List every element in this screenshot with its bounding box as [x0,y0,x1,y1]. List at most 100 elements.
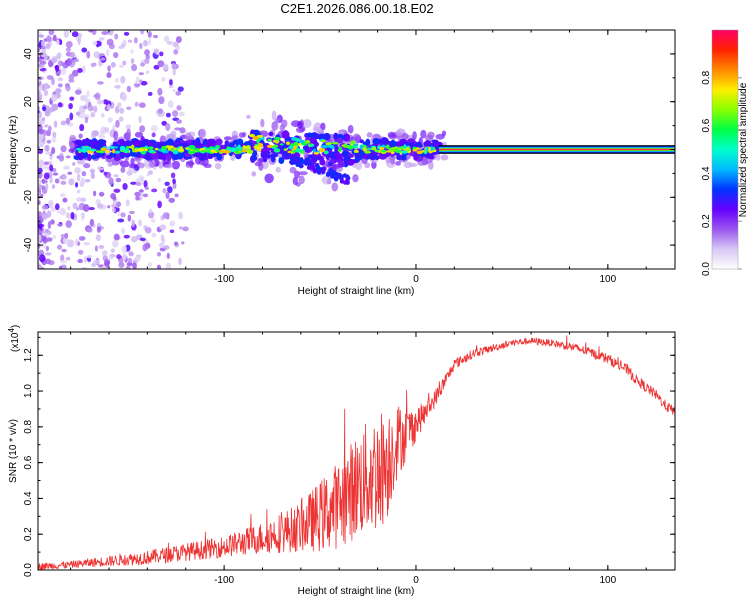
spectrogram-noise-cell [147,211,155,219]
spectrogram-core-cell [148,146,154,150]
spectrogram-noise-cell [140,62,146,67]
spectrogram-trace-cell [362,141,370,146]
spectrogram-noise-cell [41,117,46,121]
spectrogram-noise-cell [93,51,101,59]
spectrogram-core-cell [177,148,184,151]
spectrogram-branch-cell [332,171,338,176]
spectrogram-noise-cell [38,254,46,263]
spectrogram-core-cell [188,149,196,155]
spectrogram-halo-cell [403,161,413,169]
spectrogram-trace-cell [278,157,285,165]
spectrogram-noise-cell [169,229,175,234]
spectrogram-noise-cell [110,248,115,253]
spectrogram-core-cell [274,136,281,141]
spectrogram-core-cell [321,139,327,143]
spectrogram-noise-cell [98,134,106,139]
spectrogram-noise-cell [150,124,158,132]
spectrogram-halo-cell [298,171,308,176]
spectrogram-noise-cell [181,241,185,245]
spectrogram-noise-cell [74,89,82,95]
spectrogram-noise-cell [48,61,53,68]
spectrogram-noise-cell [120,75,126,84]
spectrogram-noise-cell [173,49,179,55]
spectrogram-noise-cell [139,237,146,242]
spectrogram-noise-cell [68,73,75,82]
spectrogram-noise-cell [169,220,176,227]
spectrogram-noise-cell [108,177,114,186]
spectrogram-core-cell [313,151,320,155]
spectrogram-core-cell [237,144,241,150]
spectrogram-halo-cell [440,154,449,161]
spectrogram-noise-cell [167,100,174,109]
spectrogram-ytick-label: 40 [23,48,34,60]
spectrogram-core-cell [257,146,262,152]
spectrogram-noise-cell [166,40,173,45]
spectrogram-noise-cell [48,199,54,208]
spectrogram-trace-cell [237,138,243,145]
spectrogram-noise-cell [77,115,85,119]
spectrogram-noise-cell [94,245,98,252]
spectrogram-noise-cell [113,188,121,193]
spectrogram-halo-cell [312,126,322,132]
spectrogram-noise-cell [80,197,87,202]
spectrogram-core-cell [266,144,274,149]
spectrogram-noise-cell [45,183,49,191]
spectrogram-noise-cell [38,234,42,242]
snr-ytick-label: 0.2 [23,527,34,541]
spectrogram-noise-cell [55,203,60,211]
spectrogram-noise-cell [67,205,71,211]
spectrogram-branch-cell [289,159,294,165]
spectrogram-noise-cell [170,172,176,179]
spectrogram-core-cell [353,143,359,147]
spectrogram-ytick-label: 0 [23,146,34,152]
spectrogram-noise-cell [62,174,67,180]
spectrogram-noise-cell [59,192,66,198]
spectrogram-noise-cell [171,62,176,70]
spectrogram-noise-cell [173,241,179,246]
spectrogram-noise-cell [92,190,97,197]
spectrogram-noise-cell [45,144,50,152]
spectrogram-halo-cell [409,162,418,167]
spectrogram-branch-cell [320,167,325,173]
spectrogram-noise-cell [57,83,63,88]
spectrogram-core-cell [359,144,364,150]
spectrogram-noise-cell [97,81,104,85]
spectrogram-ytick-label: 20 [23,96,34,108]
spectrogram-noise-cell [135,195,140,201]
colorbar-tick-label: 0.2 [701,214,712,228]
spectrogram-noise-cell [38,167,43,173]
spectrogram-noise-cell [47,221,52,230]
snr-plot-area [38,332,675,570]
spectrogram-core-cell [299,150,305,154]
spectrogram-noise-cell [70,211,75,220]
spectrogram-core-cell [379,146,385,151]
spectrogram-core-cell [425,146,429,152]
spectrogram-core-cell [275,140,279,144]
snr-xtick-label: 100 [600,575,617,586]
spectrogram-core-cell [154,147,159,151]
spectrogram-trace-cell [390,139,396,148]
spectrogram-core-cell [288,145,294,150]
spectrogram-halo-cell [189,158,194,169]
spectrogram-branch-cell [315,165,321,170]
spectrogram-noise-cell [159,51,164,57]
spectrogram-branch-cell [345,180,350,185]
spectrogram-noise-cell [62,197,68,203]
spectrogram-noise-cell [175,91,182,96]
spectrogram-xtick-label: 100 [600,274,617,285]
colorbar-tick-label: 0.0 [701,262,712,276]
spectrogram-noise-cell [115,78,119,83]
spectrogram-noise-cell [41,205,49,210]
spectrogram-halo-cell [246,114,251,119]
spectrogram-trace-cell [133,139,142,147]
spectrogram-noise-cell [176,105,182,111]
spectrogram-halo-cell [320,122,326,131]
spectrogram-noise-cell [134,191,141,197]
spectrogram-noise-cell [163,245,170,250]
spectrogram-noise-cell [55,88,62,94]
spectrogram-noise-cell [144,226,152,234]
spectrogram-noise-cell [118,261,125,268]
spectrogram-noise-cell [90,62,96,68]
spectrogram-trace-cell [140,154,146,159]
spectrogram-noise-cell [48,107,55,113]
